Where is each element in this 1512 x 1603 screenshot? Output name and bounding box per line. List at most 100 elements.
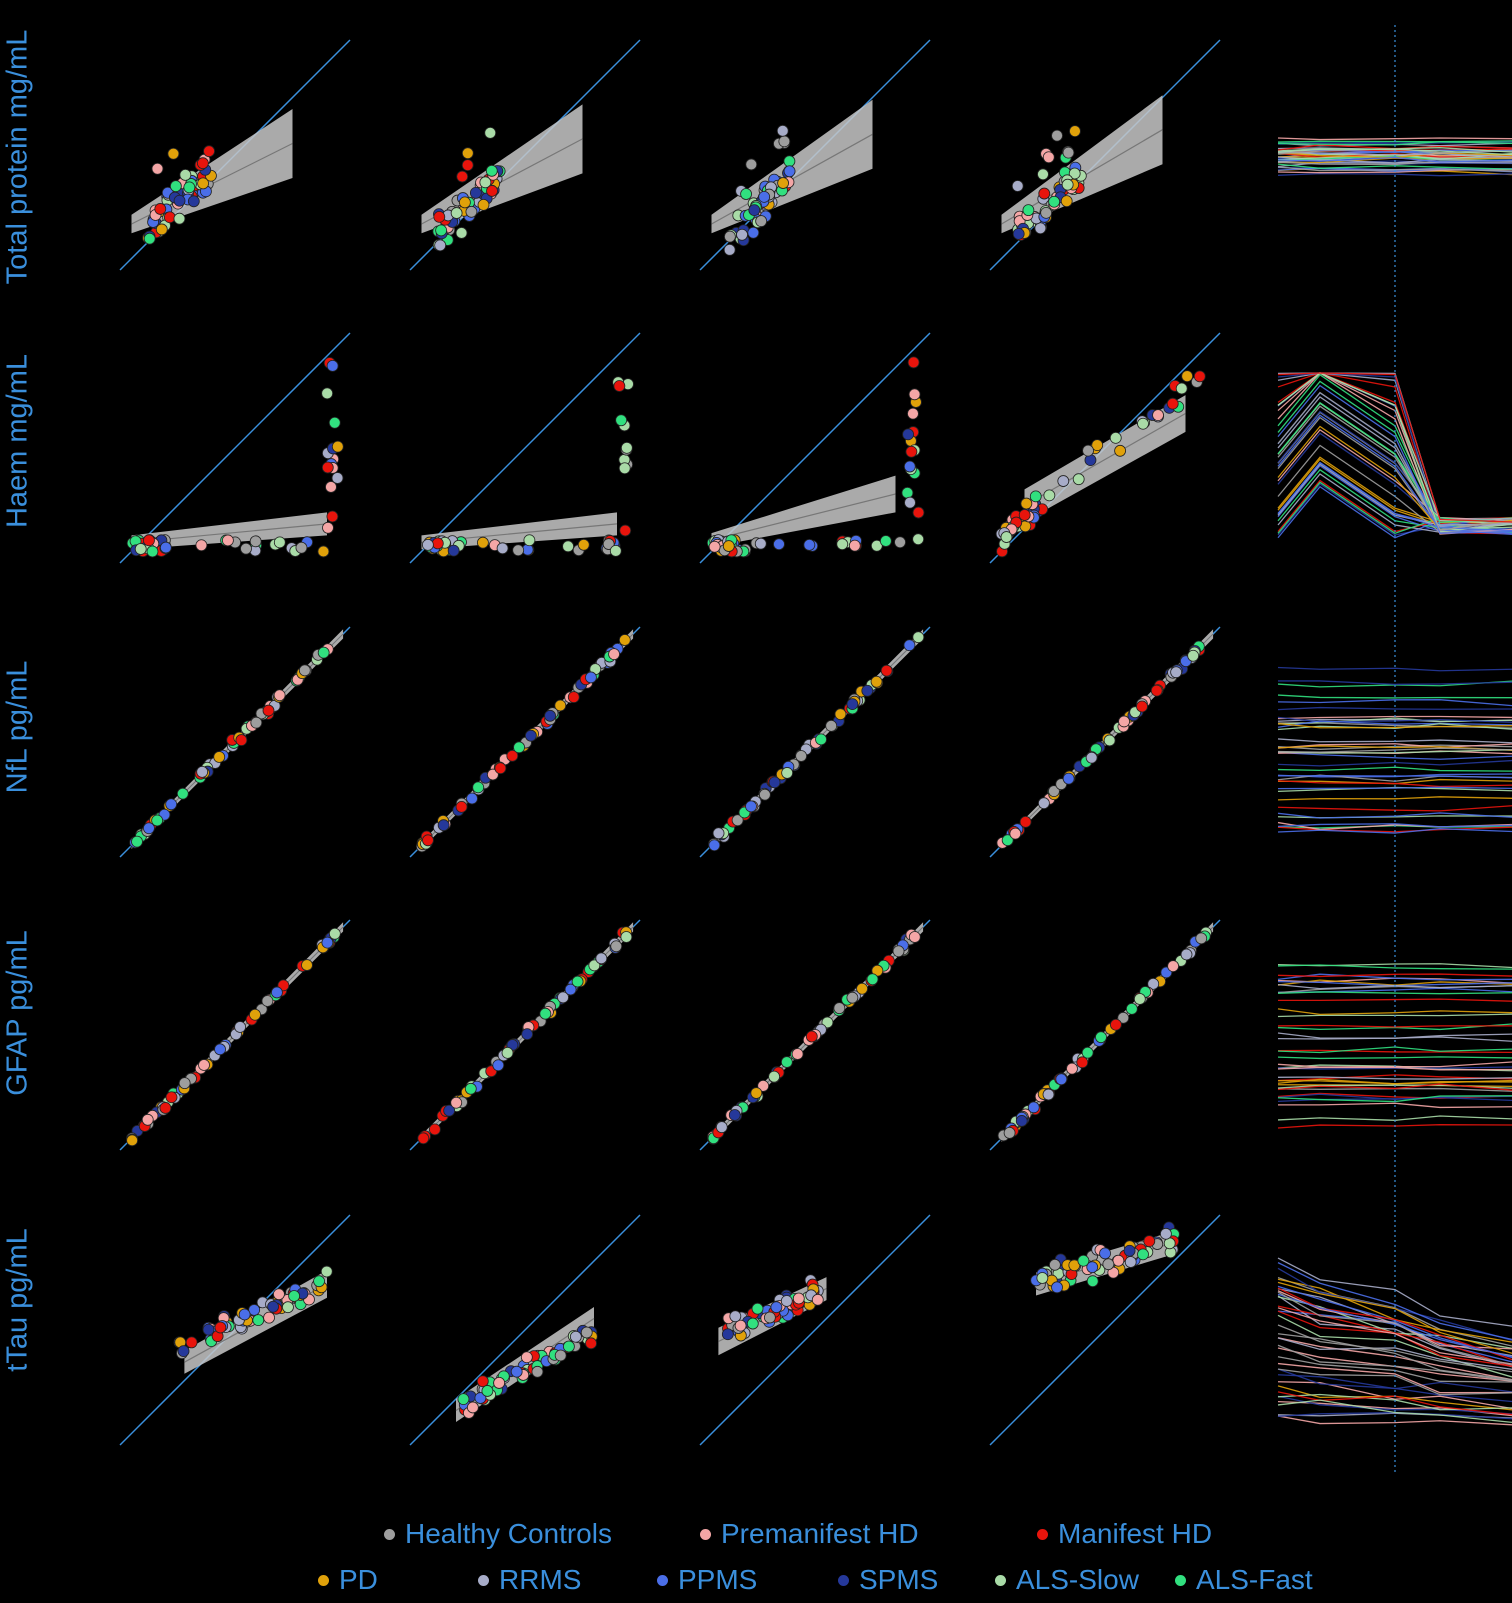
- data-point: [249, 1008, 261, 1021]
- data-point: [554, 1349, 567, 1362]
- data-point: [1000, 531, 1013, 543]
- data-point: [238, 1308, 251, 1321]
- data-point: [571, 975, 584, 988]
- trajectory-line: [1277, 1066, 1512, 1070]
- data-point: [1072, 473, 1085, 486]
- data-point: [1076, 1056, 1089, 1069]
- trajectory-line: [1277, 1056, 1512, 1060]
- data-point: [557, 991, 569, 1004]
- data-point: [437, 819, 450, 832]
- data-point: [908, 388, 921, 401]
- legend-dot: [478, 1574, 489, 1586]
- data-point: [825, 719, 838, 732]
- data-point: [481, 1385, 494, 1397]
- data-point: [422, 834, 434, 847]
- data-point: [466, 792, 478, 805]
- data-point: [856, 982, 868, 995]
- trajectory-line: [1277, 1074, 1512, 1082]
- data-point: [202, 1323, 215, 1336]
- data-point: [1048, 195, 1061, 208]
- trajectory-line: [1277, 1008, 1512, 1016]
- data-point: [1051, 129, 1063, 142]
- row-label-ttau: tTau pg/mL: [1, 1228, 34, 1372]
- trajectory-line: [1277, 391, 1512, 532]
- data-point: [783, 155, 796, 168]
- data-point: [1082, 444, 1094, 457]
- data-point: [563, 1340, 575, 1353]
- trajectory-line: [1277, 1032, 1512, 1039]
- trajectory-line: [1277, 973, 1512, 978]
- legend-label: SPMS: [859, 1564, 939, 1595]
- data-point: [466, 1401, 479, 1414]
- data-point: [1091, 439, 1104, 452]
- data-point: [492, 1059, 505, 1072]
- data-point: [833, 1002, 846, 1015]
- legend-item-als-fast: ALS-Fast: [1175, 1564, 1313, 1596]
- data-point: [721, 1328, 734, 1341]
- data-point: [609, 544, 622, 557]
- data-point: [261, 995, 274, 1007]
- data-point: [712, 827, 725, 840]
- data-point: [834, 708, 847, 721]
- data-point: [531, 1365, 544, 1378]
- data-point: [485, 164, 498, 177]
- data-point: [1015, 1115, 1028, 1127]
- data-point: [912, 631, 925, 644]
- data-point: [758, 190, 771, 203]
- data-point: [728, 1109, 741, 1121]
- data-point: [262, 704, 275, 717]
- data-point: [263, 1311, 275, 1324]
- data-point: [1043, 489, 1056, 502]
- data-point: [1038, 797, 1050, 810]
- data-point: [196, 157, 209, 170]
- data-point: [167, 147, 180, 160]
- data-point: [143, 534, 155, 547]
- data-point: [1112, 1254, 1125, 1267]
- trajectory-line: [1277, 152, 1512, 158]
- data-point: [1099, 1247, 1111, 1260]
- trajectory-line: [1277, 666, 1512, 672]
- data-point: [126, 1134, 139, 1147]
- data-point: [792, 1292, 805, 1305]
- data-point: [1150, 684, 1163, 697]
- data-point: [325, 481, 337, 493]
- legend-label: ALS-Fast: [1196, 1564, 1313, 1595]
- data-point: [185, 1336, 198, 1349]
- data-point: [1081, 1046, 1094, 1059]
- data-point: [1038, 187, 1051, 200]
- data-point: [768, 776, 781, 789]
- data-point: [1187, 649, 1200, 662]
- data-point: [252, 1314, 265, 1327]
- data-point: [1195, 932, 1208, 945]
- trajectory-line: [1277, 372, 1512, 523]
- data-point: [1042, 151, 1055, 164]
- data-point: [723, 243, 736, 256]
- data-point: [615, 414, 628, 427]
- data-point: [450, 207, 463, 219]
- data-point: [176, 787, 189, 800]
- data-point: [585, 1337, 597, 1350]
- data-point: [907, 407, 919, 420]
- data-point: [317, 646, 330, 659]
- data-point: [163, 211, 176, 224]
- data-point: [159, 1102, 172, 1114]
- data-point: [183, 181, 196, 194]
- data-point: [708, 839, 721, 852]
- trajectory-line: [1277, 147, 1512, 153]
- trajectory-line: [1277, 680, 1512, 685]
- trajectory-line: [1277, 1291, 1512, 1366]
- data-point: [746, 1317, 759, 1330]
- trajectory-line: [1277, 1078, 1512, 1085]
- data-point: [131, 835, 143, 848]
- identity-line: [699, 332, 931, 564]
- data-point: [1102, 1258, 1115, 1271]
- data-point: [248, 1304, 261, 1316]
- trajectory-line: [1277, 1293, 1512, 1358]
- data-point: [1060, 195, 1073, 208]
- data-point: [1061, 178, 1074, 191]
- trajectory-line: [1277, 720, 1512, 728]
- legend-label: PD: [339, 1564, 378, 1595]
- data-point: [1137, 417, 1149, 430]
- data-point: [783, 165, 796, 178]
